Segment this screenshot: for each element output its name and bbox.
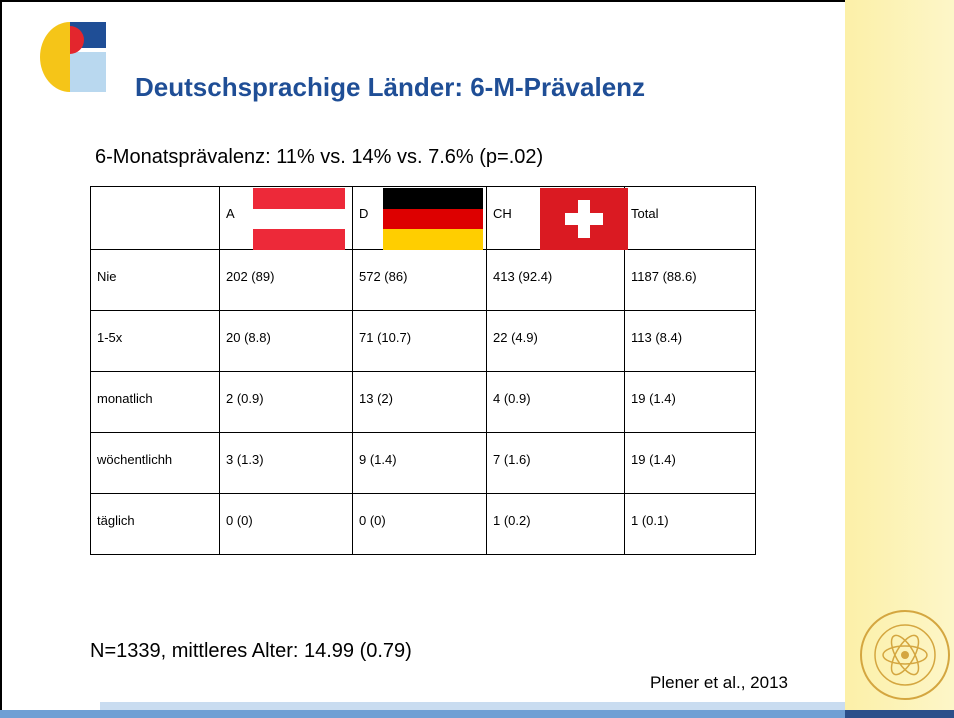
table-cell: monatlich xyxy=(90,371,220,433)
cell-text: 3 (1.3) xyxy=(226,452,264,467)
table-cell: 7 (1.6) xyxy=(486,432,625,494)
cell-text: 113 (8.4) xyxy=(631,330,683,345)
cell-text: D xyxy=(359,206,369,221)
cell-text: Total xyxy=(631,206,659,221)
border-left xyxy=(0,0,2,718)
border-top xyxy=(0,0,954,2)
table-cell: 0 (0) xyxy=(352,493,487,555)
cell-text: 0 (0) xyxy=(226,513,253,528)
cell-text: 20 (8.8) xyxy=(226,330,271,345)
footer-bar-left xyxy=(0,710,100,718)
cell-text: 71 (10.7) xyxy=(359,330,412,345)
footer-bar-right xyxy=(845,710,954,718)
flag-austria xyxy=(253,188,345,250)
cell-text: 1187 (88.6) xyxy=(631,269,697,284)
table-cell: 3 (1.3) xyxy=(219,432,353,494)
footer-bar-dark xyxy=(100,710,845,718)
table-row: monatlich 2 (0.9) 13 (2) 4 (0.9) 19 (1.4) xyxy=(90,371,756,433)
table-row: wöchentlichh 3 (1.3) 9 (1.4) 7 (1.6) 19 (1.4… xyxy=(90,432,756,494)
table-cell: 1 (0.1) xyxy=(624,493,756,555)
subtitle: 6-Monatsprävalenz: 11% vs. 14% vs. 7.6% … xyxy=(95,146,544,168)
table-cell: täglich xyxy=(90,493,220,555)
table-cell: 19 (1.4) xyxy=(624,432,756,494)
table-cell xyxy=(90,186,220,250)
cell-text: 1-5x xyxy=(97,330,123,345)
cell-text: 1 (0.2) xyxy=(493,513,531,528)
table: A D CH Total Nie 202 (89) 572 (86) 413 (92.4) 11… xyxy=(90,186,756,555)
cell-text: 13 (2) xyxy=(359,391,393,406)
table-cell: Total xyxy=(624,186,756,250)
table-cell: 0 (0) xyxy=(219,493,353,555)
logo xyxy=(40,22,106,92)
table-cell: 413 (92.4) xyxy=(486,249,625,311)
cell-text: täglich xyxy=(97,513,135,528)
cell-text: 1 (0.1) xyxy=(631,513,669,528)
table-cell: Nie xyxy=(90,249,220,311)
table-cell: 1 (0.2) xyxy=(486,493,625,555)
table-row: täglich 0 (0) 0 (0) 1 (0.2) 1 (0.1) xyxy=(90,493,756,555)
table-cell: wöchentlichh xyxy=(90,432,220,494)
citation: Plener et al., 2013 xyxy=(650,673,788,692)
cell-text: A xyxy=(226,206,235,221)
table-cell: 572 (86) xyxy=(352,249,487,311)
cell-text xyxy=(91,187,219,206)
cell-text: CH xyxy=(493,206,512,221)
table-cell: 113 (8.4) xyxy=(624,310,756,372)
cell-text: 202 (89) xyxy=(226,269,275,284)
table-cell: 13 (2) xyxy=(352,371,487,433)
table-cell: 202 (89) xyxy=(219,249,353,311)
table-cell: 2 (0.9) xyxy=(219,371,353,433)
cell-text: wöchentlichh xyxy=(97,452,173,467)
cell-text: 0 (0) xyxy=(359,513,386,528)
cell-text: 413 (92.4) xyxy=(493,269,553,284)
cell-text: 19 (1.4) xyxy=(631,452,676,467)
table-cell: 1187 (88.6) xyxy=(624,249,756,311)
table-cell: 4 (0.9) xyxy=(486,371,625,433)
side-strip xyxy=(845,0,954,718)
cell-text: 2 (0.9) xyxy=(226,391,264,406)
table-cell: 1-5x xyxy=(90,310,220,372)
flag-switzerland xyxy=(540,188,628,250)
cell-text: 4 (0.9) xyxy=(493,391,531,406)
cell-text: 19 (1.4) xyxy=(631,391,676,406)
title: Deutschsprachige Länder: 6-M-Prävalenz xyxy=(135,72,646,102)
table-row: 1-5x 20 (8.8) 71 (10.7) 22 (4.9) 113 (8.4) xyxy=(90,310,756,372)
flag-germany xyxy=(383,188,483,250)
cell-text: 9 (1.4) xyxy=(359,452,397,467)
table-cell: 9 (1.4) xyxy=(352,432,487,494)
table-cell: 22 (4.9) xyxy=(486,310,625,372)
table-row: Nie 202 (89) 572 (86) 413 (92.4) 1187 (88.6) xyxy=(90,249,756,311)
note: N=1339, mittleres Alter: 14.99 (0.79) xyxy=(90,640,412,662)
table-cell: 71 (10.7) xyxy=(352,310,487,372)
cell-text: Nie xyxy=(97,269,117,284)
seal xyxy=(860,610,950,700)
cell-text: 22 (4.9) xyxy=(493,330,538,345)
cell-text: monatlich xyxy=(97,391,153,406)
table-cell: 20 (8.8) xyxy=(219,310,353,372)
cell-text: 572 (86) xyxy=(359,269,408,284)
table-cell: 19 (1.4) xyxy=(624,371,756,433)
cell-text: 7 (1.6) xyxy=(493,452,531,467)
